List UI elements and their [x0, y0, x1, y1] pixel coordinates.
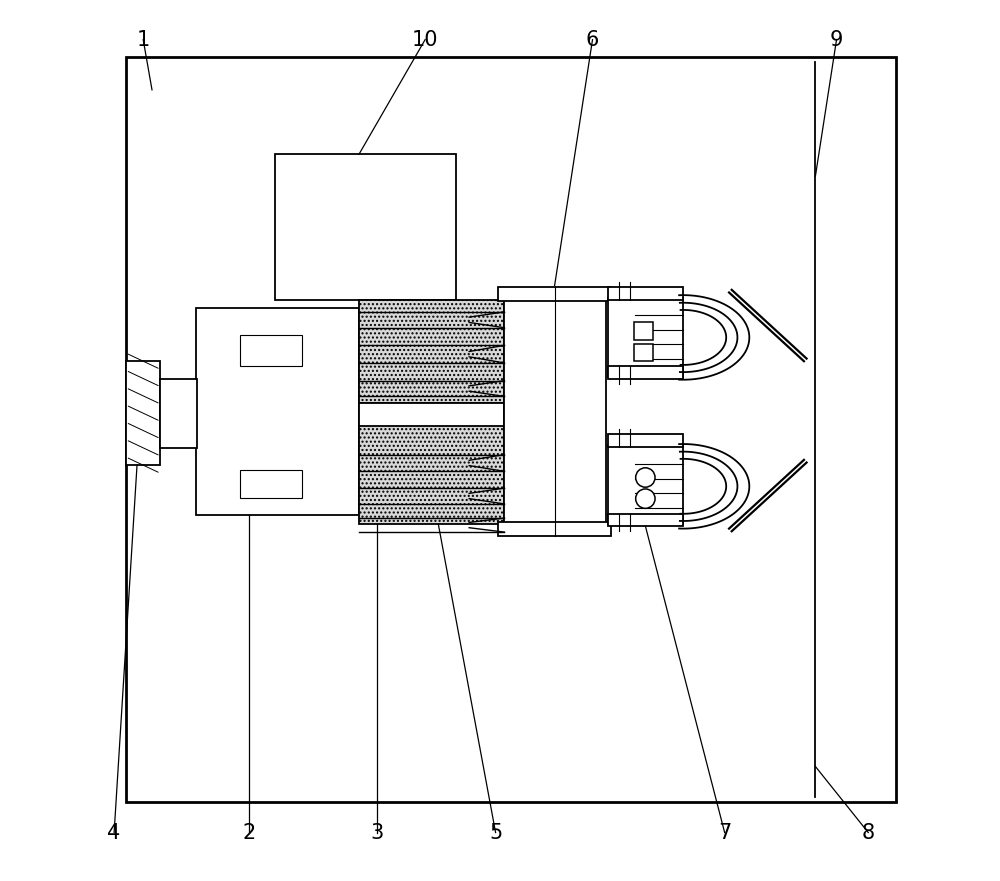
- Bar: [608, 445, 683, 524]
- Text: 10: 10: [412, 30, 438, 49]
- Text: 5: 5: [489, 823, 502, 842]
- Bar: [240, 335, 302, 366]
- Bar: [634, 322, 653, 340]
- Text: 8: 8: [862, 823, 875, 842]
- Bar: [196, 308, 359, 515]
- Bar: [126, 57, 896, 802]
- Bar: [359, 423, 504, 524]
- Bar: [608, 514, 683, 526]
- Text: 7: 7: [718, 823, 731, 842]
- Bar: [608, 287, 683, 300]
- Bar: [240, 470, 302, 498]
- Circle shape: [636, 489, 655, 508]
- Bar: [498, 522, 611, 536]
- Text: 6: 6: [586, 30, 599, 49]
- Bar: [504, 300, 606, 524]
- Text: 3: 3: [370, 823, 383, 842]
- Bar: [608, 434, 683, 447]
- Bar: [634, 344, 653, 361]
- Bar: [126, 361, 160, 465]
- Bar: [608, 366, 683, 379]
- Bar: [498, 287, 611, 301]
- Bar: [160, 379, 197, 448]
- Circle shape: [636, 468, 655, 487]
- Text: 2: 2: [242, 823, 256, 842]
- Bar: [359, 300, 504, 403]
- Bar: [275, 154, 456, 300]
- Text: 4: 4: [107, 823, 121, 842]
- Bar: [608, 298, 683, 377]
- Text: 1: 1: [137, 30, 150, 49]
- Bar: [359, 403, 504, 426]
- Text: 9: 9: [830, 30, 843, 49]
